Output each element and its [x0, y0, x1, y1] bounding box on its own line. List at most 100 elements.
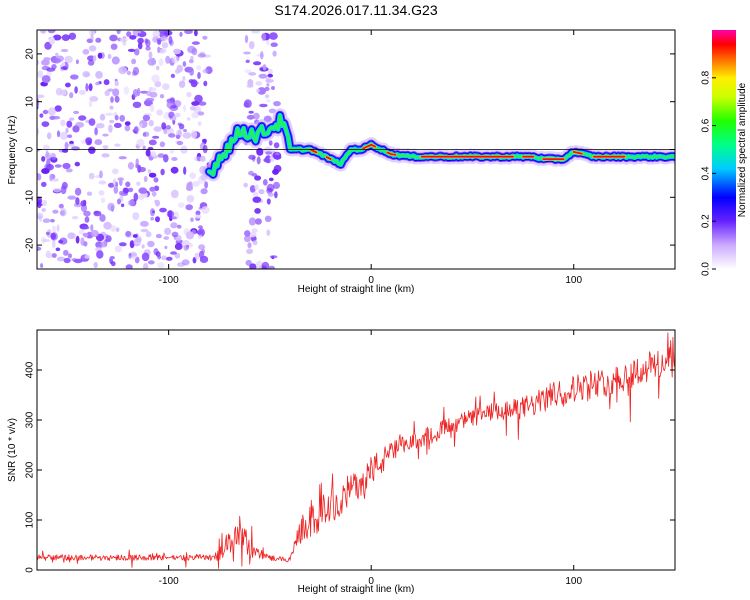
noise-blob	[148, 172, 157, 178]
noise-blob	[256, 147, 264, 156]
noise-blob	[64, 55, 73, 64]
noise-blob	[89, 96, 99, 102]
noise-blob	[75, 235, 80, 244]
noise-blob	[85, 83, 89, 92]
noise-blob	[274, 191, 278, 199]
noise-blob	[49, 36, 55, 45]
noise-blob	[163, 30, 173, 36]
noise-blob	[60, 48, 69, 53]
noise-blob	[197, 111, 205, 116]
noise-blob	[114, 143, 121, 147]
x-tick-label: 0	[368, 576, 374, 587]
noise-blob	[269, 32, 278, 40]
noise-blob	[156, 109, 163, 116]
noise-blob	[188, 59, 194, 64]
noise-blob	[126, 31, 132, 37]
noise-blob	[67, 143, 75, 147]
noise-blob	[273, 142, 280, 149]
x-tick-label: -100	[159, 576, 179, 587]
noise-blob	[251, 228, 258, 233]
noise-blob	[70, 74, 79, 80]
noise-blob	[253, 112, 260, 120]
noise-blob	[105, 235, 112, 243]
noise-blob	[90, 224, 94, 232]
noise-blob	[191, 41, 200, 45]
noise-blob	[157, 39, 162, 45]
noise-blob	[60, 119, 66, 127]
noise-blob	[127, 48, 136, 53]
y-tick-label: -10	[25, 190, 36, 205]
noise-blob	[202, 68, 209, 74]
noise-blob	[157, 153, 165, 158]
noise-blob	[56, 256, 66, 262]
noise-blob	[145, 231, 152, 238]
noise-blob	[96, 250, 104, 259]
noise-blob	[252, 240, 258, 246]
noise-blob	[118, 156, 127, 160]
noise-blob	[254, 218, 262, 225]
noise-blob	[102, 145, 109, 150]
noise-blob	[94, 127, 98, 136]
noise-blob	[158, 58, 164, 67]
noise-blob	[190, 217, 194, 222]
noise-blob	[41, 208, 46, 212]
noise-blob	[73, 202, 82, 208]
noise-blob	[110, 225, 117, 232]
noise-blob	[201, 206, 210, 214]
noise-blob	[119, 114, 125, 122]
noise-blob	[88, 83, 93, 92]
noise-blob	[168, 36, 173, 45]
x-tick-label: 0	[368, 275, 374, 286]
noise-blob	[265, 151, 272, 155]
noise-blob	[71, 146, 80, 151]
noise-blob	[103, 79, 110, 86]
noise-blob	[46, 132, 52, 140]
spectrogram-noise-layer	[37, 30, 282, 269]
noise-blob	[145, 97, 155, 102]
noise-blob	[45, 150, 49, 159]
noise-blob	[146, 90, 152, 97]
noise-blob	[103, 221, 112, 230]
x-tick-label: 100	[565, 275, 582, 286]
noise-blob	[69, 117, 75, 121]
noise-blob	[134, 48, 140, 56]
noise-blob	[190, 130, 198, 139]
noise-blob	[129, 35, 137, 40]
noise-blob	[65, 168, 73, 173]
noise-blob	[137, 30, 142, 34]
noise-blob	[160, 168, 165, 176]
noise-blob	[155, 233, 162, 239]
noise-blob	[65, 82, 71, 88]
noise-blob	[147, 58, 157, 66]
noise-blob	[171, 56, 179, 64]
x-tick-label: 100	[565, 576, 582, 587]
noise-blob	[82, 48, 90, 55]
noise-blob	[186, 195, 195, 203]
noise-blob	[201, 138, 208, 143]
noise-blob	[271, 86, 275, 90]
noise-blob	[49, 173, 53, 182]
noise-blob	[268, 265, 275, 269]
noise-blob	[155, 199, 160, 207]
noise-blob	[42, 218, 51, 223]
noise-blob	[170, 222, 178, 229]
noise-blob	[142, 131, 150, 137]
noise-blob	[182, 75, 186, 82]
noise-blob	[41, 168, 50, 174]
noise-blob	[50, 232, 58, 241]
colorbar-tick-label: 0.2	[701, 214, 712, 228]
noise-blob	[273, 101, 281, 107]
noise-blob	[120, 203, 125, 208]
noise-blob	[184, 30, 193, 34]
noise-blob	[41, 200, 48, 207]
noise-blob	[55, 52, 59, 57]
noise-blob	[177, 122, 182, 126]
noise-blob	[84, 254, 91, 259]
noise-blob	[198, 250, 205, 259]
noise-blob	[37, 246, 42, 251]
noise-blob	[186, 91, 192, 98]
y-tick-label: 10	[25, 96, 36, 108]
noise-blob	[266, 99, 271, 103]
noise-blob	[143, 262, 149, 269]
noise-blob	[133, 192, 139, 202]
